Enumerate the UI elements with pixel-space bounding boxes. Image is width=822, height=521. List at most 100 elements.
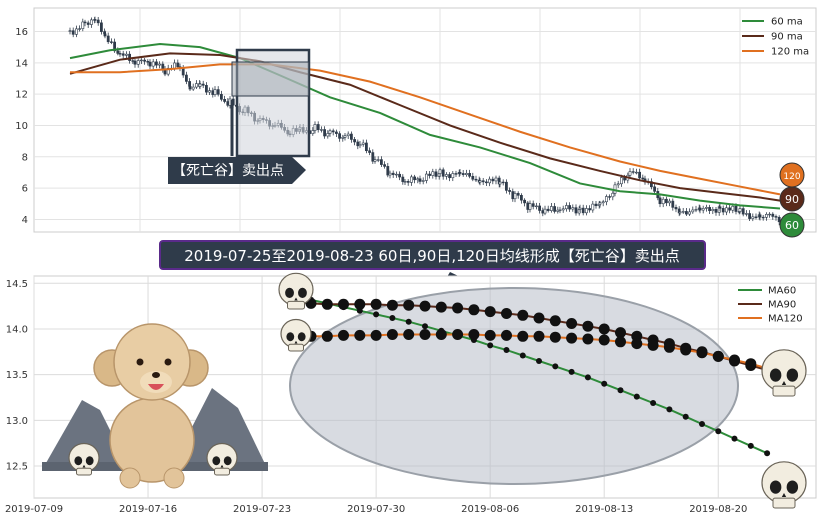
candle-body <box>754 216 758 218</box>
candle-body <box>448 174 452 179</box>
skull-eye <box>786 368 799 382</box>
candle-body <box>75 28 78 35</box>
candle-body <box>758 214 762 218</box>
skull-nose <box>220 464 224 468</box>
candle-body <box>464 173 468 175</box>
skull-icon <box>280 318 312 352</box>
candle-body <box>541 210 545 214</box>
candle-body <box>143 59 147 62</box>
candle-body <box>604 196 608 203</box>
poodle-paw-right <box>163 467 185 489</box>
candle-body <box>528 203 532 210</box>
candle-body <box>116 50 120 54</box>
bottom-x-tick-label: 2019-08-06 <box>461 504 519 515</box>
data-point-ma90 <box>370 298 382 310</box>
candle-body <box>601 201 605 204</box>
candle-body <box>140 59 143 62</box>
candle-body <box>444 174 448 177</box>
candle-body <box>519 195 523 201</box>
data-point-ma90 <box>598 323 610 335</box>
data-point-ma60 <box>536 358 542 364</box>
skull-icon <box>761 461 807 509</box>
data-point-ma90 <box>468 304 480 316</box>
data-point-ma120 <box>647 339 659 351</box>
candle-body <box>523 199 527 204</box>
candle-body <box>488 178 492 184</box>
candle-body <box>316 124 320 131</box>
candle-body <box>371 152 375 162</box>
candle-body <box>678 211 682 214</box>
candle-body <box>356 141 360 147</box>
data-point-ma120 <box>582 333 594 345</box>
candle-body <box>83 21 87 24</box>
candle-body <box>714 209 718 213</box>
candle-body <box>226 101 230 106</box>
bottom-series <box>289 294 773 457</box>
top-legend-label: 90 ma <box>771 32 803 43</box>
bottom-y-tick-label: 13.5 <box>6 370 28 381</box>
data-point-ma120 <box>321 330 333 342</box>
data-point-ma60 <box>503 347 510 353</box>
skull-cranium <box>761 461 807 505</box>
bottom-x-tick-label: 2019-07-23 <box>233 504 291 515</box>
candle-body <box>413 176 417 181</box>
candle-body <box>764 214 768 218</box>
skull-nose <box>781 381 787 385</box>
candle-body <box>558 209 562 212</box>
top-y-tick-label: 4 <box>22 215 28 226</box>
badge-60 <box>779 212 805 238</box>
skull-nose <box>294 340 298 344</box>
candle-body <box>181 67 185 76</box>
candle-body <box>741 208 745 215</box>
candle-body <box>398 173 402 178</box>
bottom-x-tick-label: 2019-08-20 <box>689 504 747 515</box>
candle-body <box>338 133 342 139</box>
candle-body <box>341 137 345 139</box>
data-point-ma60 <box>764 450 771 457</box>
candle-body <box>504 181 508 191</box>
candle-body <box>334 131 338 134</box>
candle-body <box>86 22 90 25</box>
skull-icon <box>206 442 238 476</box>
candle-body <box>421 180 425 182</box>
candle-body <box>671 200 675 208</box>
candle-body <box>653 186 657 192</box>
data-point-ma90 <box>549 315 561 327</box>
candle-body <box>568 205 572 210</box>
data-point-ma60 <box>487 342 494 349</box>
candle-body <box>634 171 638 174</box>
candle-body <box>216 89 220 95</box>
skull-eye <box>297 332 306 342</box>
candle-body <box>90 19 93 25</box>
top-legend-label: 120 ma <box>771 47 809 58</box>
badge-90 <box>779 186 805 212</box>
candle-body <box>416 178 420 181</box>
data-point-ma120 <box>370 329 382 341</box>
candle-body <box>688 211 692 215</box>
data-point-ma120 <box>729 354 740 366</box>
ma-badges: 120 90 60 <box>779 162 805 238</box>
badge-120-label: 120 <box>783 172 800 182</box>
candle-body <box>744 213 748 215</box>
candle-body <box>213 89 217 95</box>
data-point-ma60 <box>519 352 526 359</box>
top-price-chart: 16 14 12 10 8 6 4 【死亡谷】卖出点 60 ma 90 ma 120 ma 12… <box>15 7 817 238</box>
candle-body <box>494 177 498 182</box>
candle-body <box>691 209 695 213</box>
candle-body <box>608 196 612 198</box>
bottom-legend-label: MA90 <box>768 300 796 311</box>
candle-body <box>146 60 150 63</box>
data-point-ma120 <box>517 330 529 342</box>
candle-body <box>708 207 712 211</box>
candle-body <box>501 181 505 184</box>
skull-cranium <box>206 442 238 473</box>
data-point-ma90 <box>533 312 545 324</box>
poodle-eye-left <box>136 358 144 366</box>
candle-body <box>511 191 515 200</box>
skull-cranium <box>68 442 100 473</box>
top-moving-averages <box>69 43 781 210</box>
bottom-legend-label: MA120 <box>768 314 803 325</box>
candle-body <box>698 207 702 211</box>
data-point-ma90 <box>386 299 398 311</box>
top-y-tick-label: 6 <box>22 184 28 195</box>
